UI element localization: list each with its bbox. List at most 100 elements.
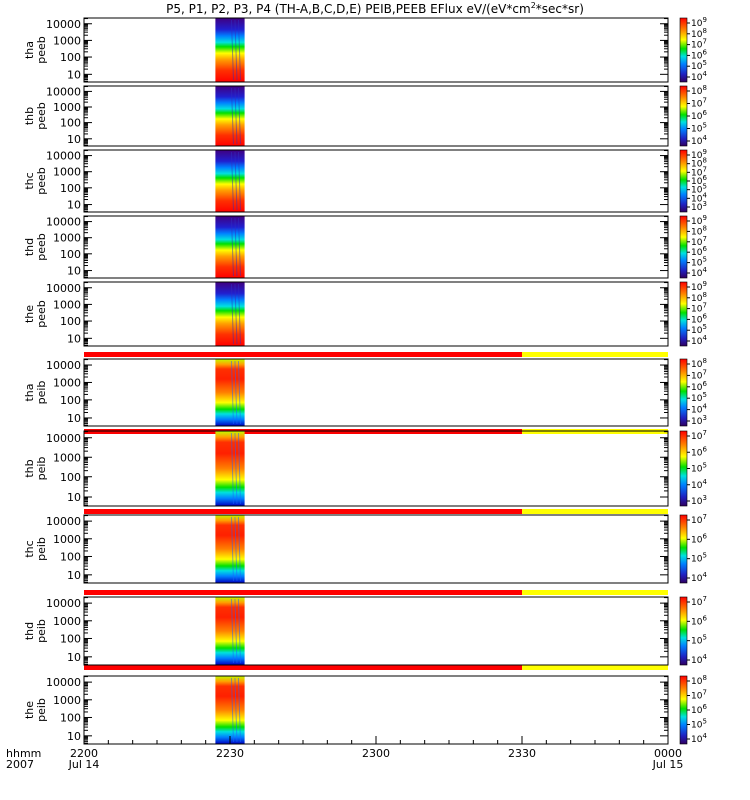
panel-instrument-label: peeb: [35, 167, 48, 195]
panel-frame: [83, 430, 669, 507]
panel-instrument-label: peeb: [35, 36, 48, 64]
spectrogram-streak: [230, 87, 234, 145]
y-tick-label: 10000: [46, 432, 81, 445]
colorbar: [679, 675, 688, 745]
panel-frame: [83, 215, 669, 279]
colorbar-label: 109: [691, 16, 707, 29]
spectrogram-panel: 10 100 1000 10000 thc peib 104 105 106 107: [23, 513, 707, 584]
colorbar-label: 109: [691, 280, 707, 293]
colorbar-label: 106: [691, 380, 707, 393]
x-axis-caption-year: 2007: [6, 758, 34, 771]
panel-instrument-label: peeb: [35, 300, 48, 328]
colorbar-label: 104: [691, 732, 707, 745]
panel-label: the peeb: [23, 300, 48, 328]
y-tick-label: 10000: [46, 515, 81, 528]
spectrogram-streak: [237, 19, 241, 81]
x-date-label: Jul 15: [652, 758, 684, 771]
colorbar-label: 106: [691, 614, 707, 627]
y-tick-label: 10: [67, 651, 81, 664]
colorbar-label: 107: [691, 97, 707, 110]
panel-probe-label: thd: [23, 238, 36, 256]
colorbar: [679, 596, 688, 666]
panel-frame: [83, 149, 669, 213]
spectrogram-streak: [234, 283, 238, 345]
panel-label: tha peib: [23, 381, 48, 405]
spectrogram-streak: [230, 516, 234, 582]
spectrogram-panel: 10 100 1000 10000 thd peib 104 105 106 107: [23, 595, 707, 666]
y-tick-label: 10000: [46, 150, 81, 163]
y-tick-label: 10: [67, 133, 81, 146]
spectrogram-streak: [234, 360, 238, 425]
y-tick-label: 100: [60, 471, 81, 484]
panel-probe-label: thb: [23, 459, 36, 477]
colorbar-label: 105: [691, 323, 707, 336]
spectrogram-streak: [234, 87, 238, 145]
colorbar-label: 108: [691, 357, 707, 370]
colorbar-label: 107: [691, 302, 707, 315]
panel-instrument-label: peib: [35, 537, 48, 561]
status-bar-yellow: [522, 509, 668, 514]
x-tick-label: 2200: [70, 747, 98, 760]
colorbar-label: 104: [691, 266, 707, 279]
colorbar-label: 108: [691, 224, 707, 237]
colorbar-label: 108: [691, 84, 707, 97]
status-bar-yellow: [522, 665, 668, 670]
colorbar-label: 105: [691, 634, 707, 647]
figure-title: P5, P1, P2, P3, P4 (TH-A,B,C,D,E) PEIB,P…: [166, 1, 584, 16]
colorbar-label: 109: [691, 148, 707, 161]
panel-probe-label: tha: [23, 383, 36, 401]
colorbar-label: 108: [691, 291, 707, 304]
spectrogram-streak: [237, 87, 241, 145]
colorbar-label: 104: [691, 334, 707, 347]
colorbar-label: 106: [691, 245, 707, 258]
panel-probe-label: thd: [23, 622, 36, 640]
colorbar-label: 106: [691, 312, 707, 325]
colorbar-label: 106: [691, 532, 707, 545]
spectrogram-streak: [237, 677, 241, 743]
status-bar: [84, 509, 668, 514]
colorbar-label: 104: [691, 403, 707, 416]
colorbar-label: 103: [691, 494, 707, 507]
spectrogram-streak: [234, 217, 238, 277]
y-tick-label: 100: [60, 248, 81, 261]
y-tick-label: 10000: [46, 359, 81, 372]
panel-instrument-label: peib: [35, 698, 48, 722]
spectrogram-streak: [230, 598, 234, 664]
spectrogram-streak: [230, 677, 234, 743]
y-tick-label: 100: [60, 711, 81, 724]
colorbar-label: 105: [691, 256, 707, 269]
colorbar: [679, 430, 688, 507]
spectrogram-streak: [230, 432, 234, 505]
x-tick-label: 2300: [362, 747, 390, 760]
status-bar-red: [84, 590, 522, 595]
x-tick-label: 2330: [508, 747, 536, 760]
spectrogram-streak: [237, 516, 241, 582]
panel-probe-label: thc: [23, 540, 36, 557]
panel-frame: [83, 281, 669, 347]
panel-frame: [83, 596, 669, 666]
y-tick-label: 100: [60, 315, 81, 328]
status-bar: [84, 665, 668, 670]
colorbar-label: 104: [691, 134, 707, 147]
spectrogram-streak: [237, 217, 241, 277]
y-tick-label: 100: [60, 632, 81, 645]
x-tick-label: 0000: [654, 747, 682, 760]
colorbar-label: 107: [691, 513, 707, 526]
panel-frame: [83, 85, 669, 147]
panel-probe-label: tha: [23, 41, 36, 59]
spectrogram-streak: [234, 19, 238, 81]
spectrogram-panel: 10 100 1000 10000 thc peeb 1031041051061071081…: [23, 148, 707, 213]
colorbar-label: 106: [691, 445, 707, 458]
panel-frame: [83, 675, 669, 745]
panel-instrument-label: peeb: [35, 102, 48, 130]
colorbar: [679, 85, 688, 147]
colorbar-label: 107: [691, 429, 707, 442]
panel-label: thb peeb: [23, 102, 48, 130]
panel-label: thc peib: [23, 537, 48, 561]
spectrogram-streak: [230, 283, 234, 345]
y-tick-label: 10: [67, 730, 81, 743]
colorbar-label: 105: [691, 552, 707, 565]
y-tick-label: 1000: [53, 101, 81, 114]
